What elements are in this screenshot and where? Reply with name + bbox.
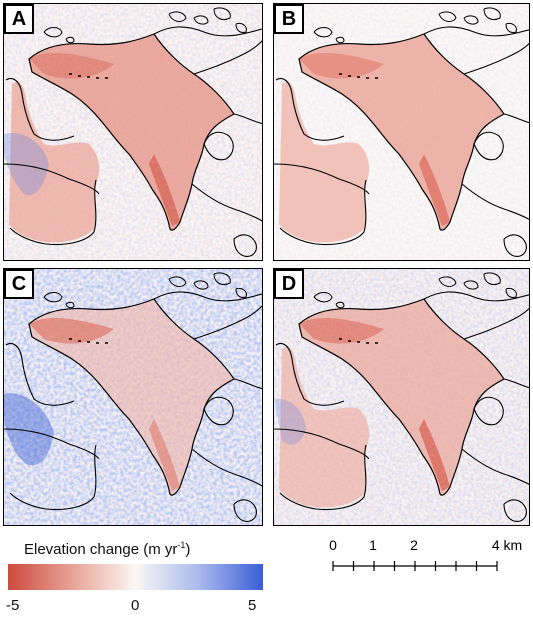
colorbar-tick-min: -5 — [6, 597, 20, 614]
scale-bar: 0 1 2 4 km — [329, 537, 522, 571]
map-panel-d: D — [273, 268, 530, 526]
colorbar — [8, 564, 263, 590]
colorbar-tick-max: 5 — [248, 597, 257, 614]
scale-label-4: 4 km — [492, 537, 522, 553]
map-a-graphic — [4, 4, 263, 261]
map-c-graphic — [4, 269, 263, 526]
panel-label-d: D — [274, 269, 304, 299]
map-panel-c: C — [3, 268, 263, 526]
map-panel-b: B — [273, 3, 530, 261]
panel-label-c: C — [4, 269, 34, 299]
scale-ticks — [332, 561, 498, 571]
scale-label-2: 2 — [410, 537, 418, 553]
map-d-graphic — [274, 269, 530, 526]
scale-label-0: 0 — [329, 537, 337, 553]
panel-label-a: A — [4, 4, 34, 34]
scale-label-1: 1 — [369, 537, 377, 553]
panel-label-b: B — [274, 4, 304, 34]
map-b-graphic — [274, 4, 530, 261]
map-panel-a: A — [3, 3, 263, 261]
legend-title: Elevation change (m yr-1) — [24, 540, 191, 558]
colorbar-tick-mid: 0 — [131, 597, 140, 614]
